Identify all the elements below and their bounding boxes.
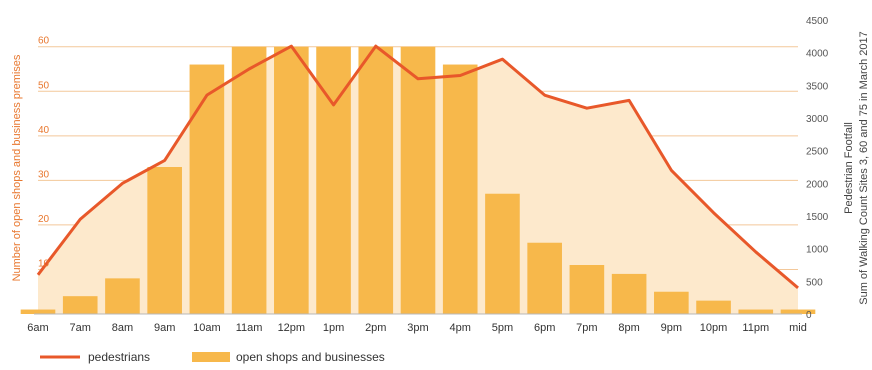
bar <box>696 300 731 314</box>
bar <box>62 296 98 314</box>
bar <box>231 46 267 315</box>
bar <box>358 46 394 315</box>
x-tick-label: 10am <box>193 322 221 334</box>
right-tick-label: 0 <box>806 310 812 321</box>
left-tick-label: 50 <box>38 80 50 91</box>
right-tick-label: 3500 <box>806 81 829 92</box>
x-tick-label: 4pm <box>450 322 471 334</box>
x-tick-label: 7am <box>70 322 91 334</box>
bars <box>20 46 816 315</box>
pedestrian-line-layer <box>36 44 799 290</box>
left-tick-label: 20 <box>38 214 50 225</box>
pedestrian-line <box>36 44 799 290</box>
left-tick-label: 30 <box>38 169 50 180</box>
bar <box>611 273 647 314</box>
x-tick-label: 8pm <box>618 322 639 334</box>
bar <box>780 309 816 314</box>
left-axis-label: Number of open shops and business premis… <box>11 54 23 281</box>
bar <box>442 64 478 314</box>
bar <box>189 64 225 314</box>
right-tick-label: 500 <box>806 277 823 288</box>
x-tick-label: 12pm <box>278 322 306 334</box>
bar <box>738 309 774 314</box>
x-tick-label: 7pm <box>576 322 597 334</box>
x-tick-label: 8am <box>112 322 133 334</box>
bar <box>20 309 56 314</box>
legend-line-label: pedestrians <box>88 350 150 364</box>
bar <box>654 291 689 314</box>
right-tick-label: 2000 <box>806 179 829 190</box>
bar <box>485 193 520 314</box>
right-axis-label-line1: Pedestrian Footfall <box>843 122 855 214</box>
right-axis-label-line2: Sum of Walking Count Sites 3, 60 and 75 … <box>858 31 870 305</box>
x-tick-label: mid <box>789 322 807 334</box>
x-tick-label: 5pm <box>492 322 513 334</box>
axes: 6am 7am 8am 9am 10am 11am 12pm 1pm 2pm 3pm 4pm 5pm 6… <box>27 16 828 334</box>
bar <box>147 167 182 314</box>
right-tick-label: 2500 <box>806 147 829 158</box>
x-tick-label: 6pm <box>534 322 555 334</box>
x-tick-label: 6am <box>27 322 48 334</box>
x-tick-label: 1pm <box>323 322 344 334</box>
x-tick-label: 3pm <box>407 322 428 334</box>
right-tick-label: 4500 <box>806 16 829 27</box>
legend: pedestrians open shops and businesses <box>40 350 385 364</box>
x-tick-label: 11pm <box>742 322 769 334</box>
right-tick-label: 1000 <box>806 245 829 256</box>
x-tick-label: 11am <box>236 322 263 334</box>
x-tick-label: 10pm <box>700 322 728 334</box>
right-tick-label: 4000 <box>806 49 829 60</box>
legend-bar-swatch <box>192 352 230 362</box>
legend-bar-label: open shops and businesses <box>236 350 385 364</box>
bar <box>400 46 436 315</box>
left-tick-label: 10 <box>38 258 50 269</box>
x-tick-label: 2pm <box>365 322 386 334</box>
x-tick-label: 9pm <box>661 322 682 334</box>
bar <box>105 278 140 314</box>
left-tick-label: 60 <box>38 36 50 47</box>
left-tick-label: 40 <box>38 125 50 136</box>
bar <box>274 46 309 315</box>
right-tick-label: 3000 <box>806 114 829 125</box>
bar <box>569 265 605 314</box>
x-tick-label: 9am <box>154 322 175 334</box>
bar <box>527 242 562 314</box>
right-tick-label: 1500 <box>806 212 829 223</box>
